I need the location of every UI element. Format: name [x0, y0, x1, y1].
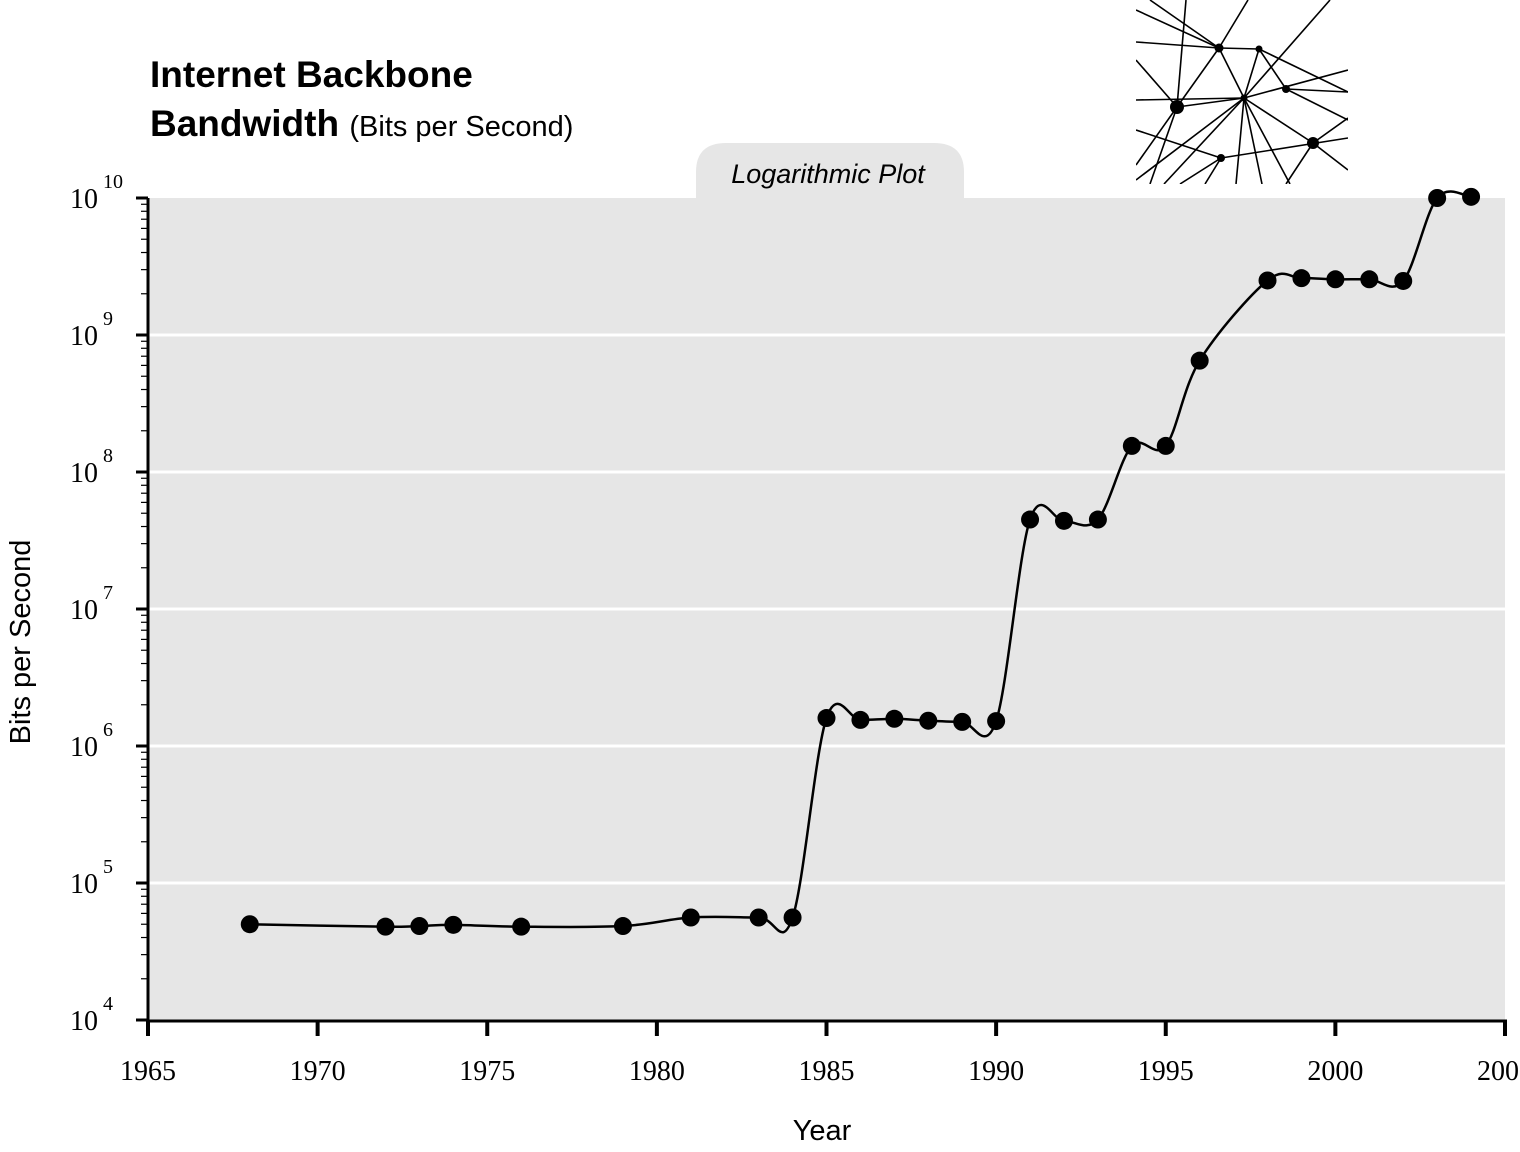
data-point	[1428, 189, 1447, 207]
y-tick-exponent: 8	[103, 445, 113, 467]
data-point	[1326, 270, 1345, 289]
data-point	[1122, 436, 1141, 455]
chart-title: Internet Backbone Bandwidth (Bits per Se…	[150, 56, 573, 142]
chart-title-line2: Bandwidth (Bits per Second)	[150, 105, 573, 142]
y-tick-label: 10	[70, 458, 98, 489]
x-axis: 1965 1970 1975 1980 1985 1990 1995 2000 2005	[120, 1019, 1520, 1087]
chart-title-units: (Bits per Second)	[349, 111, 574, 143]
y-tick-exponent: 5	[103, 856, 113, 878]
x-tick-label: 1980	[629, 1056, 685, 1087]
x-tick-label: 1970	[290, 1056, 346, 1087]
data-point	[1088, 510, 1107, 529]
data-point	[1394, 271, 1413, 290]
x-tick-label: 1965	[120, 1056, 176, 1087]
y-tick-exponent: 4	[103, 993, 113, 1015]
y-tick-label: 10	[70, 184, 98, 215]
data-point	[444, 915, 463, 934]
data-point	[817, 709, 836, 728]
x-tick-label: 1995	[1138, 1056, 1194, 1087]
x-tick-label: 2005	[1477, 1056, 1520, 1087]
data-point	[681, 908, 700, 927]
x-axis-label: Year	[793, 1115, 852, 1147]
data-point	[376, 917, 395, 936]
network-graph-icon	[1136, 0, 1348, 184]
data-point	[410, 917, 429, 936]
x-tick-label: 1975	[459, 1056, 515, 1087]
x-tick-label: 1990	[968, 1056, 1024, 1087]
chart-title-line2-main: Bandwidth	[150, 103, 340, 144]
y-tick-label: 10	[70, 595, 98, 626]
y-tick-exponent: 7	[103, 582, 113, 604]
series-layer	[240, 187, 1481, 936]
data-point	[953, 712, 972, 731]
plot-tab	[696, 143, 964, 198]
data-point	[749, 908, 768, 927]
chart-title-line1: Internet Backbone	[150, 54, 473, 95]
y-tick-exponent: 10	[103, 171, 123, 193]
gridlines	[148, 333, 1505, 885]
plot-tab-label: Logarithmic Plot	[731, 159, 926, 189]
data-point	[1021, 510, 1040, 529]
data-point	[919, 711, 938, 730]
y-axis-label: Bits per Second	[5, 540, 37, 745]
data-point	[851, 710, 870, 729]
data-point	[783, 908, 802, 927]
y-tick-exponent: 6	[103, 719, 113, 741]
x-tick-label: 1985	[799, 1056, 855, 1087]
data-point	[1292, 269, 1311, 288]
y-tick-label: 10	[70, 321, 98, 352]
data-point	[1462, 187, 1481, 206]
data-point	[1258, 271, 1277, 290]
y-tick-label: 10	[70, 1006, 98, 1037]
y-tick-exponent: 9	[103, 308, 113, 330]
data-point	[1054, 511, 1073, 530]
data-point	[885, 709, 904, 728]
x-tick-label: 2000	[1307, 1056, 1363, 1087]
data-point	[1190, 351, 1209, 370]
data-point	[240, 915, 259, 934]
data-point	[1360, 270, 1379, 289]
data-point	[613, 917, 632, 936]
data-point	[987, 712, 1006, 731]
y-tick-label: 10	[70, 732, 98, 763]
data-point	[1156, 436, 1175, 455]
y-tick-label: 10	[70, 869, 98, 900]
data-point	[512, 917, 531, 936]
